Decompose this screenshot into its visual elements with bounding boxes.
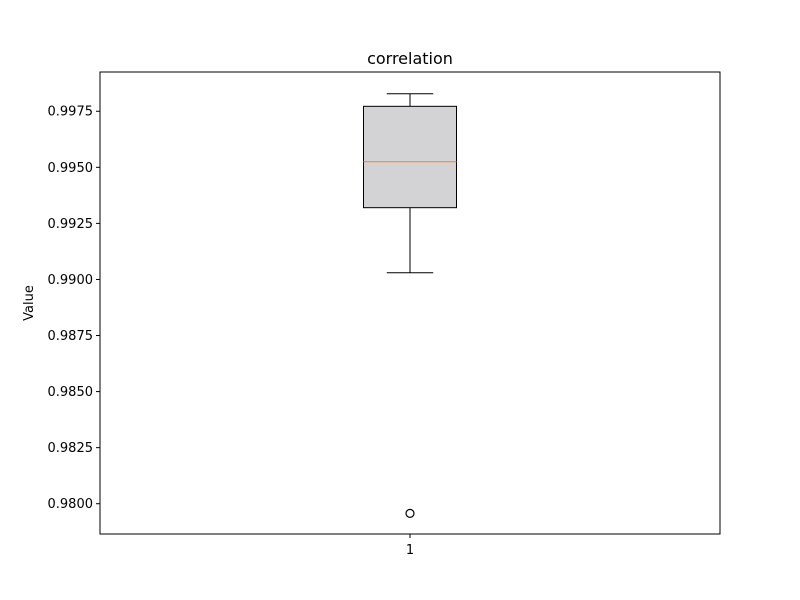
y-tick-label: 0.9825 xyxy=(48,441,94,456)
y-tick-label: 0.9900 xyxy=(48,273,94,288)
outlier-point xyxy=(405,508,415,518)
y-tick-label: 0.9800 xyxy=(48,497,94,512)
y-tick-label: 0.9850 xyxy=(48,385,94,400)
y-tick-label: 0.9975 xyxy=(48,105,94,120)
plot-layer: 0.9800 0.9825 0.9850 0.9875 0.9900 0.9925 0.99… xyxy=(48,93,457,558)
x-tick-label: 1 xyxy=(406,543,414,558)
y-axis-label: Value xyxy=(22,285,37,321)
y-tick-label: 0.9925 xyxy=(48,217,94,232)
plot-frame xyxy=(99,71,721,535)
box-iqr xyxy=(363,105,457,209)
y-tick-label: 0.9950 xyxy=(48,161,94,176)
y-tick-label: 0.9875 xyxy=(48,329,94,344)
chart-title: correlation xyxy=(367,49,453,68)
